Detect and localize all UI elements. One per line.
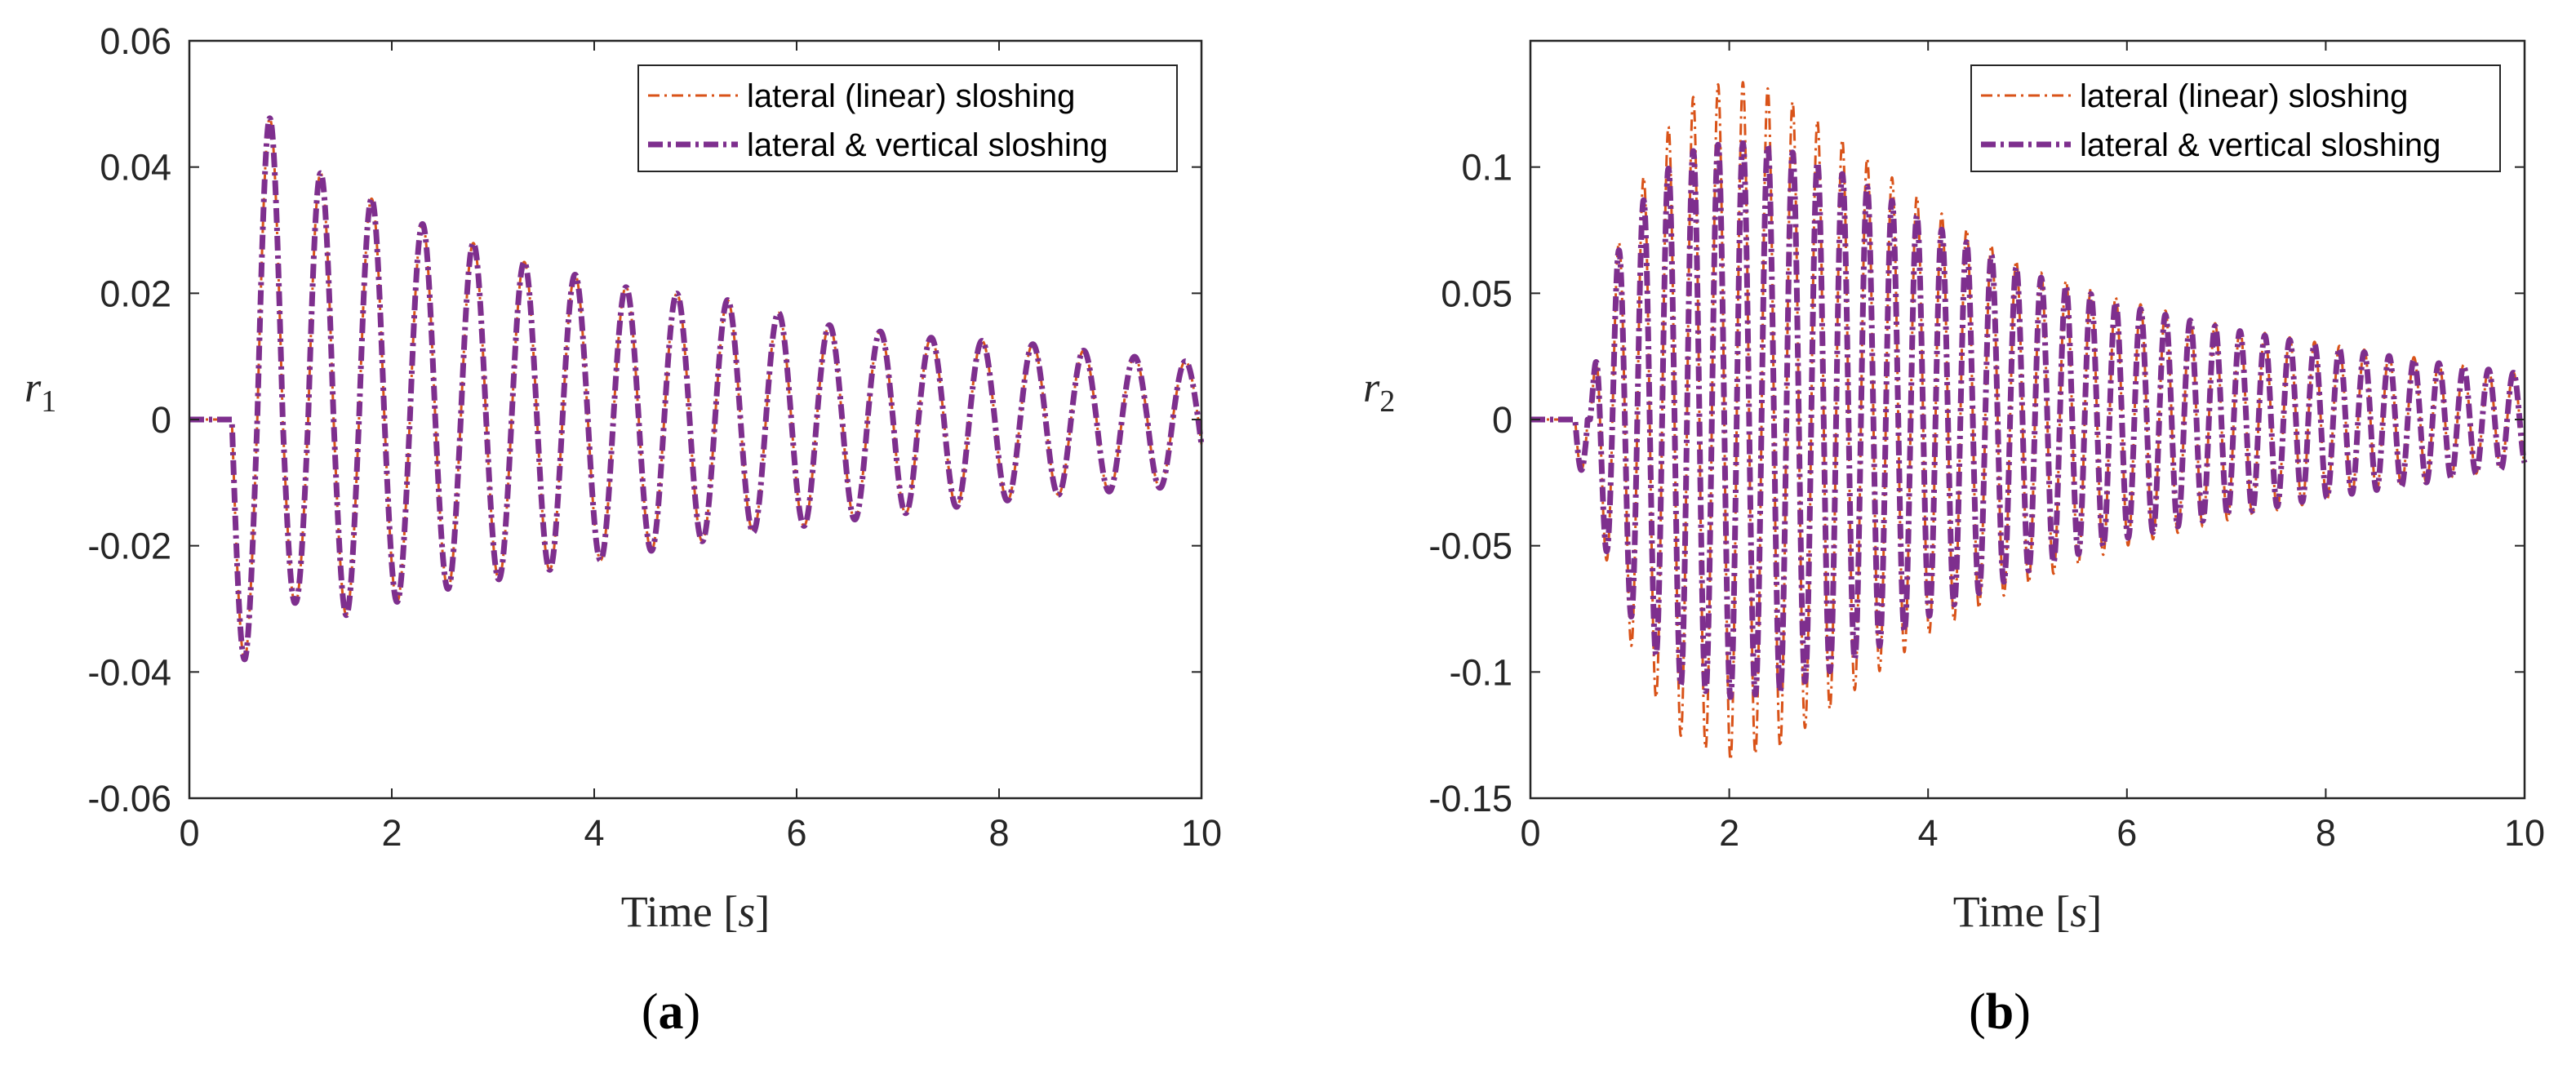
panel-b-caption-letter: b: [1986, 984, 2014, 1040]
panel-b-xtick-label: 0: [1520, 812, 1540, 854]
panel-a-xtick-label: 4: [584, 812, 604, 854]
panel-b-ticks: 0 2 4 6 8 10 -0.15 -0.1 -0.05 0 0.05 0.1: [1428, 41, 2545, 854]
panel-a-legend: lateral (linear) sloshing lateral & vert…: [637, 64, 1178, 172]
panel-b-ytick-label: 0.05: [1441, 273, 1512, 314]
panel-a-ytick-label: 0.04: [100, 147, 171, 189]
panel-b-xlabel: Time [s]: [1953, 887, 2103, 936]
panel-b-legend-box: [1970, 64, 2501, 172]
panel-b-ylabel-subscript: 2: [1379, 384, 1395, 419]
panel-a: 0 2 4 6 8 10 -0.06 -0.04 -0.02 0 0.02 0.04 0.06 r1 T…: [24, 20, 1222, 1040]
panel-a-ytick-label: -0.06: [87, 778, 171, 819]
panel-a-xtick-label: 8: [988, 812, 1009, 854]
panel-a-caption: (a): [642, 984, 700, 1040]
panel-a-legend-box: [637, 64, 1178, 172]
panel-a-series: [186, 115, 1205, 663]
panel-a-ylabel-symbol: r: [24, 365, 42, 411]
panel-a-xlabel-unit: s: [738, 887, 755, 936]
panel-a-ytick-label: 0.06: [100, 20, 171, 62]
panel-a-ticks: 0 2 4 6 8 10 -0.06 -0.04 -0.02 0 0.02 0.04 0.06: [87, 20, 1222, 854]
panel-a-ytick-label: -0.04: [87, 651, 171, 693]
panel-a-xtick-label: 6: [786, 812, 806, 854]
panel-a-xlabel-text: Time: [621, 887, 724, 936]
panel-b-ytick-label: 0.1: [1461, 147, 1512, 189]
panel-b-ylabel: r2: [1363, 365, 1395, 419]
panel-b-ytick-label: -0.1: [1449, 651, 1512, 693]
panel-a-series-vertical-line: [186, 115, 1205, 663]
panel-b-legend-label-vertical: lateral & vertical sloshing: [2080, 127, 2441, 163]
panel-b-xtick-label: 2: [1719, 812, 1739, 854]
panel-a-caption-letter: a: [659, 984, 684, 1040]
panel-b-ytick-label: -0.15: [1428, 778, 1512, 819]
panel-a-xtick-label: 0: [179, 812, 199, 854]
panel-b-ytick-label: -0.05: [1428, 526, 1512, 567]
panel-a-legend-label-vertical: lateral & vertical sloshing: [747, 127, 1108, 163]
panel-a-xtick-label: 10: [1181, 812, 1222, 854]
panel-b-xtick-label: 6: [2116, 812, 2137, 854]
panel-b-xtick-label: 8: [2316, 812, 2336, 854]
panel-b-xlabel-unit: s: [2070, 887, 2087, 936]
panel-b-xtick-label: 4: [1918, 812, 1939, 854]
panel-b-caption: (b): [1969, 984, 2031, 1040]
panel-b-series: [1527, 81, 2528, 761]
panel-b-xtick-label: 10: [2504, 812, 2545, 854]
panel-a-ylabel-subscript: 1: [41, 384, 56, 419]
panel-b-legend: lateral (linear) sloshing lateral & vert…: [1970, 64, 2501, 172]
panel-a-ytick-label: 0: [151, 399, 171, 441]
panel-a-ytick-label: -0.02: [87, 526, 171, 567]
panel-a-xlabel: Time [s]: [621, 887, 771, 936]
panel-b-ylabel-symbol: r: [1363, 365, 1380, 411]
panel-a-legend-label-linear: lateral (linear) sloshing: [747, 78, 1075, 114]
panel-a-ytick-label: 0.02: [100, 273, 171, 314]
panel-b-xlabel-text: Time: [1953, 887, 2056, 936]
panel-a-xtick-label: 2: [381, 812, 402, 854]
panel-b-legend-label-linear: lateral (linear) sloshing: [2080, 78, 2408, 114]
panel-b-ytick-label: 0: [1492, 399, 1512, 441]
panel-a-ylabel: r1: [24, 365, 56, 419]
panel-b-series-vertical-line: [1527, 140, 2528, 700]
